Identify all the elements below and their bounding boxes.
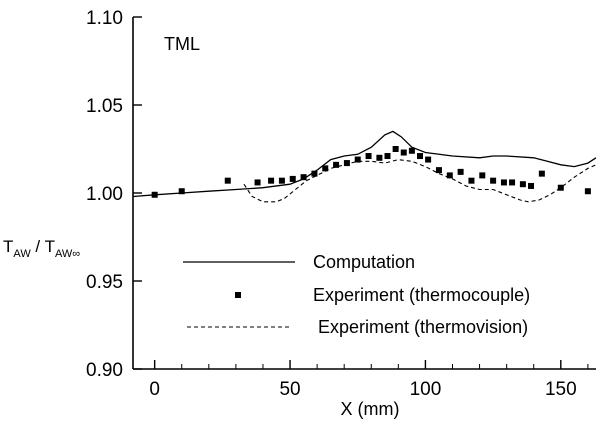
data-point <box>333 161 340 168</box>
data-point <box>479 172 486 179</box>
data-point <box>354 156 361 163</box>
legend-marker-icon <box>235 292 241 298</box>
data-point <box>400 149 407 156</box>
data-point <box>500 179 507 186</box>
series-layer <box>133 130 596 203</box>
y-label-part: / T <box>31 237 55 256</box>
data-point <box>254 179 261 186</box>
data-point <box>446 172 453 179</box>
data-point <box>343 160 350 167</box>
series-thermovision-line <box>243 159 596 203</box>
y-tick-label: 1.05 <box>86 96 123 117</box>
data-point <box>151 191 158 198</box>
data-point <box>224 177 231 184</box>
data-point <box>311 170 318 177</box>
legend-entry: Experiment (thermocouple) <box>235 285 530 305</box>
legend-entry: Computation <box>183 252 415 272</box>
data-point <box>365 153 372 160</box>
legend-entry: Experiment (thermovision) <box>187 317 528 337</box>
plot-area: 0.90 0.95 1.00 1.05 1.10 0 50 100 150 <box>86 8 596 400</box>
y-axis-label: TAW / TAW∞ <box>3 237 80 260</box>
data-point <box>435 167 442 174</box>
chart-annotation: TML <box>164 34 200 54</box>
data-point <box>528 182 535 189</box>
data-point <box>278 177 285 184</box>
x-tick-label: 0 <box>149 379 160 400</box>
data-point <box>408 147 415 154</box>
x-tick-label: 50 <box>279 379 300 400</box>
y-label-part: T <box>3 237 13 256</box>
y-label-subscript: AW <box>13 248 31 260</box>
legend-label: Computation <box>313 252 415 272</box>
data-point <box>468 177 475 184</box>
y-tick-label: 1.00 <box>86 184 123 205</box>
data-point <box>538 170 545 177</box>
x-axis-ticks: 0 50 100 150 <box>149 360 589 400</box>
data-point <box>557 184 564 191</box>
y-label-subscript: AW∞ <box>55 248 80 260</box>
data-point <box>300 174 307 181</box>
data-point <box>268 177 275 184</box>
data-point <box>584 188 591 195</box>
legend-label: Experiment (thermocouple) <box>313 285 530 305</box>
data-point <box>417 153 424 160</box>
y-tick-label: 0.90 <box>86 360 123 381</box>
data-point <box>384 153 391 160</box>
data-point <box>490 177 497 184</box>
data-point <box>376 154 383 161</box>
legend-label: Experiment (thermovision) <box>318 317 528 337</box>
data-point <box>289 175 296 182</box>
data-point <box>509 179 516 186</box>
data-point <box>519 181 526 188</box>
series-thermocouple-markers <box>151 146 591 198</box>
data-point <box>322 165 329 172</box>
series-computation-line <box>133 130 596 198</box>
data-point <box>178 188 185 195</box>
x-tick-label: 100 <box>410 379 442 400</box>
y-tick-label: 1.10 <box>86 8 123 29</box>
data-point <box>392 146 399 152</box>
x-tick-label: 150 <box>545 379 577 400</box>
y-tick-label: 0.95 <box>86 272 123 293</box>
data-point <box>457 168 464 175</box>
legend: Computation Experiment (thermocouple) Expe… <box>183 252 530 337</box>
x-axis-label: X (mm) <box>341 399 400 419</box>
data-point <box>425 156 432 163</box>
y-axis-ticks: 0.90 0.95 1.00 1.05 1.10 <box>86 8 142 381</box>
